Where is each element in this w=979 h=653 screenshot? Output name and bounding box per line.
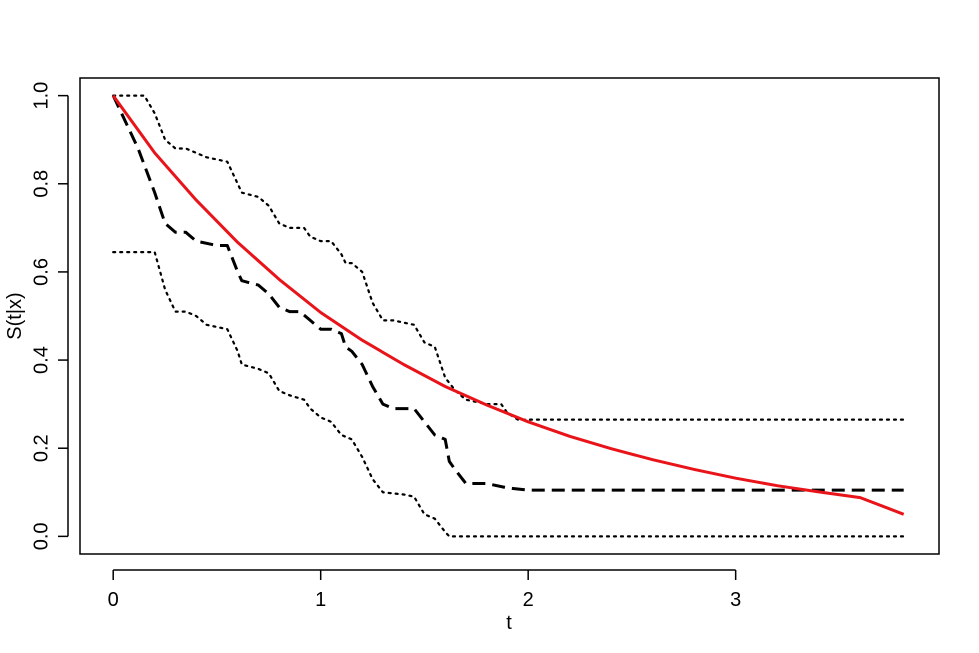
- y-tick-label: 0.8: [30, 170, 52, 198]
- lower-band-line: [112, 251, 905, 538]
- fitted-curve-line: [111, 94, 905, 516]
- plot-frame: [79, 77, 940, 555]
- x-tick-label: 2: [523, 589, 534, 611]
- y-axis: 0.0 0.2 0.4 0.6 0.8 1.0: [30, 82, 69, 550]
- x-tick-label: 1: [315, 589, 326, 611]
- y-tick-label: 0.0: [30, 522, 52, 550]
- y-tick-label: 1.0: [30, 82, 52, 110]
- x-axis-title: t: [506, 612, 512, 634]
- y-axis-title: S(t|x): [4, 292, 26, 339]
- x-tick-label: 0: [108, 589, 119, 611]
- x-axis: 0 1 2 3: [108, 569, 741, 611]
- y-tick-label: 0.2: [30, 434, 52, 462]
- y-tick-label: 0.6: [30, 258, 52, 286]
- series-layer: [111, 94, 905, 538]
- km-estimate-line: [111, 94, 904, 492]
- x-tick-label: 3: [730, 589, 741, 611]
- y-tick-label: 0.4: [30, 346, 52, 374]
